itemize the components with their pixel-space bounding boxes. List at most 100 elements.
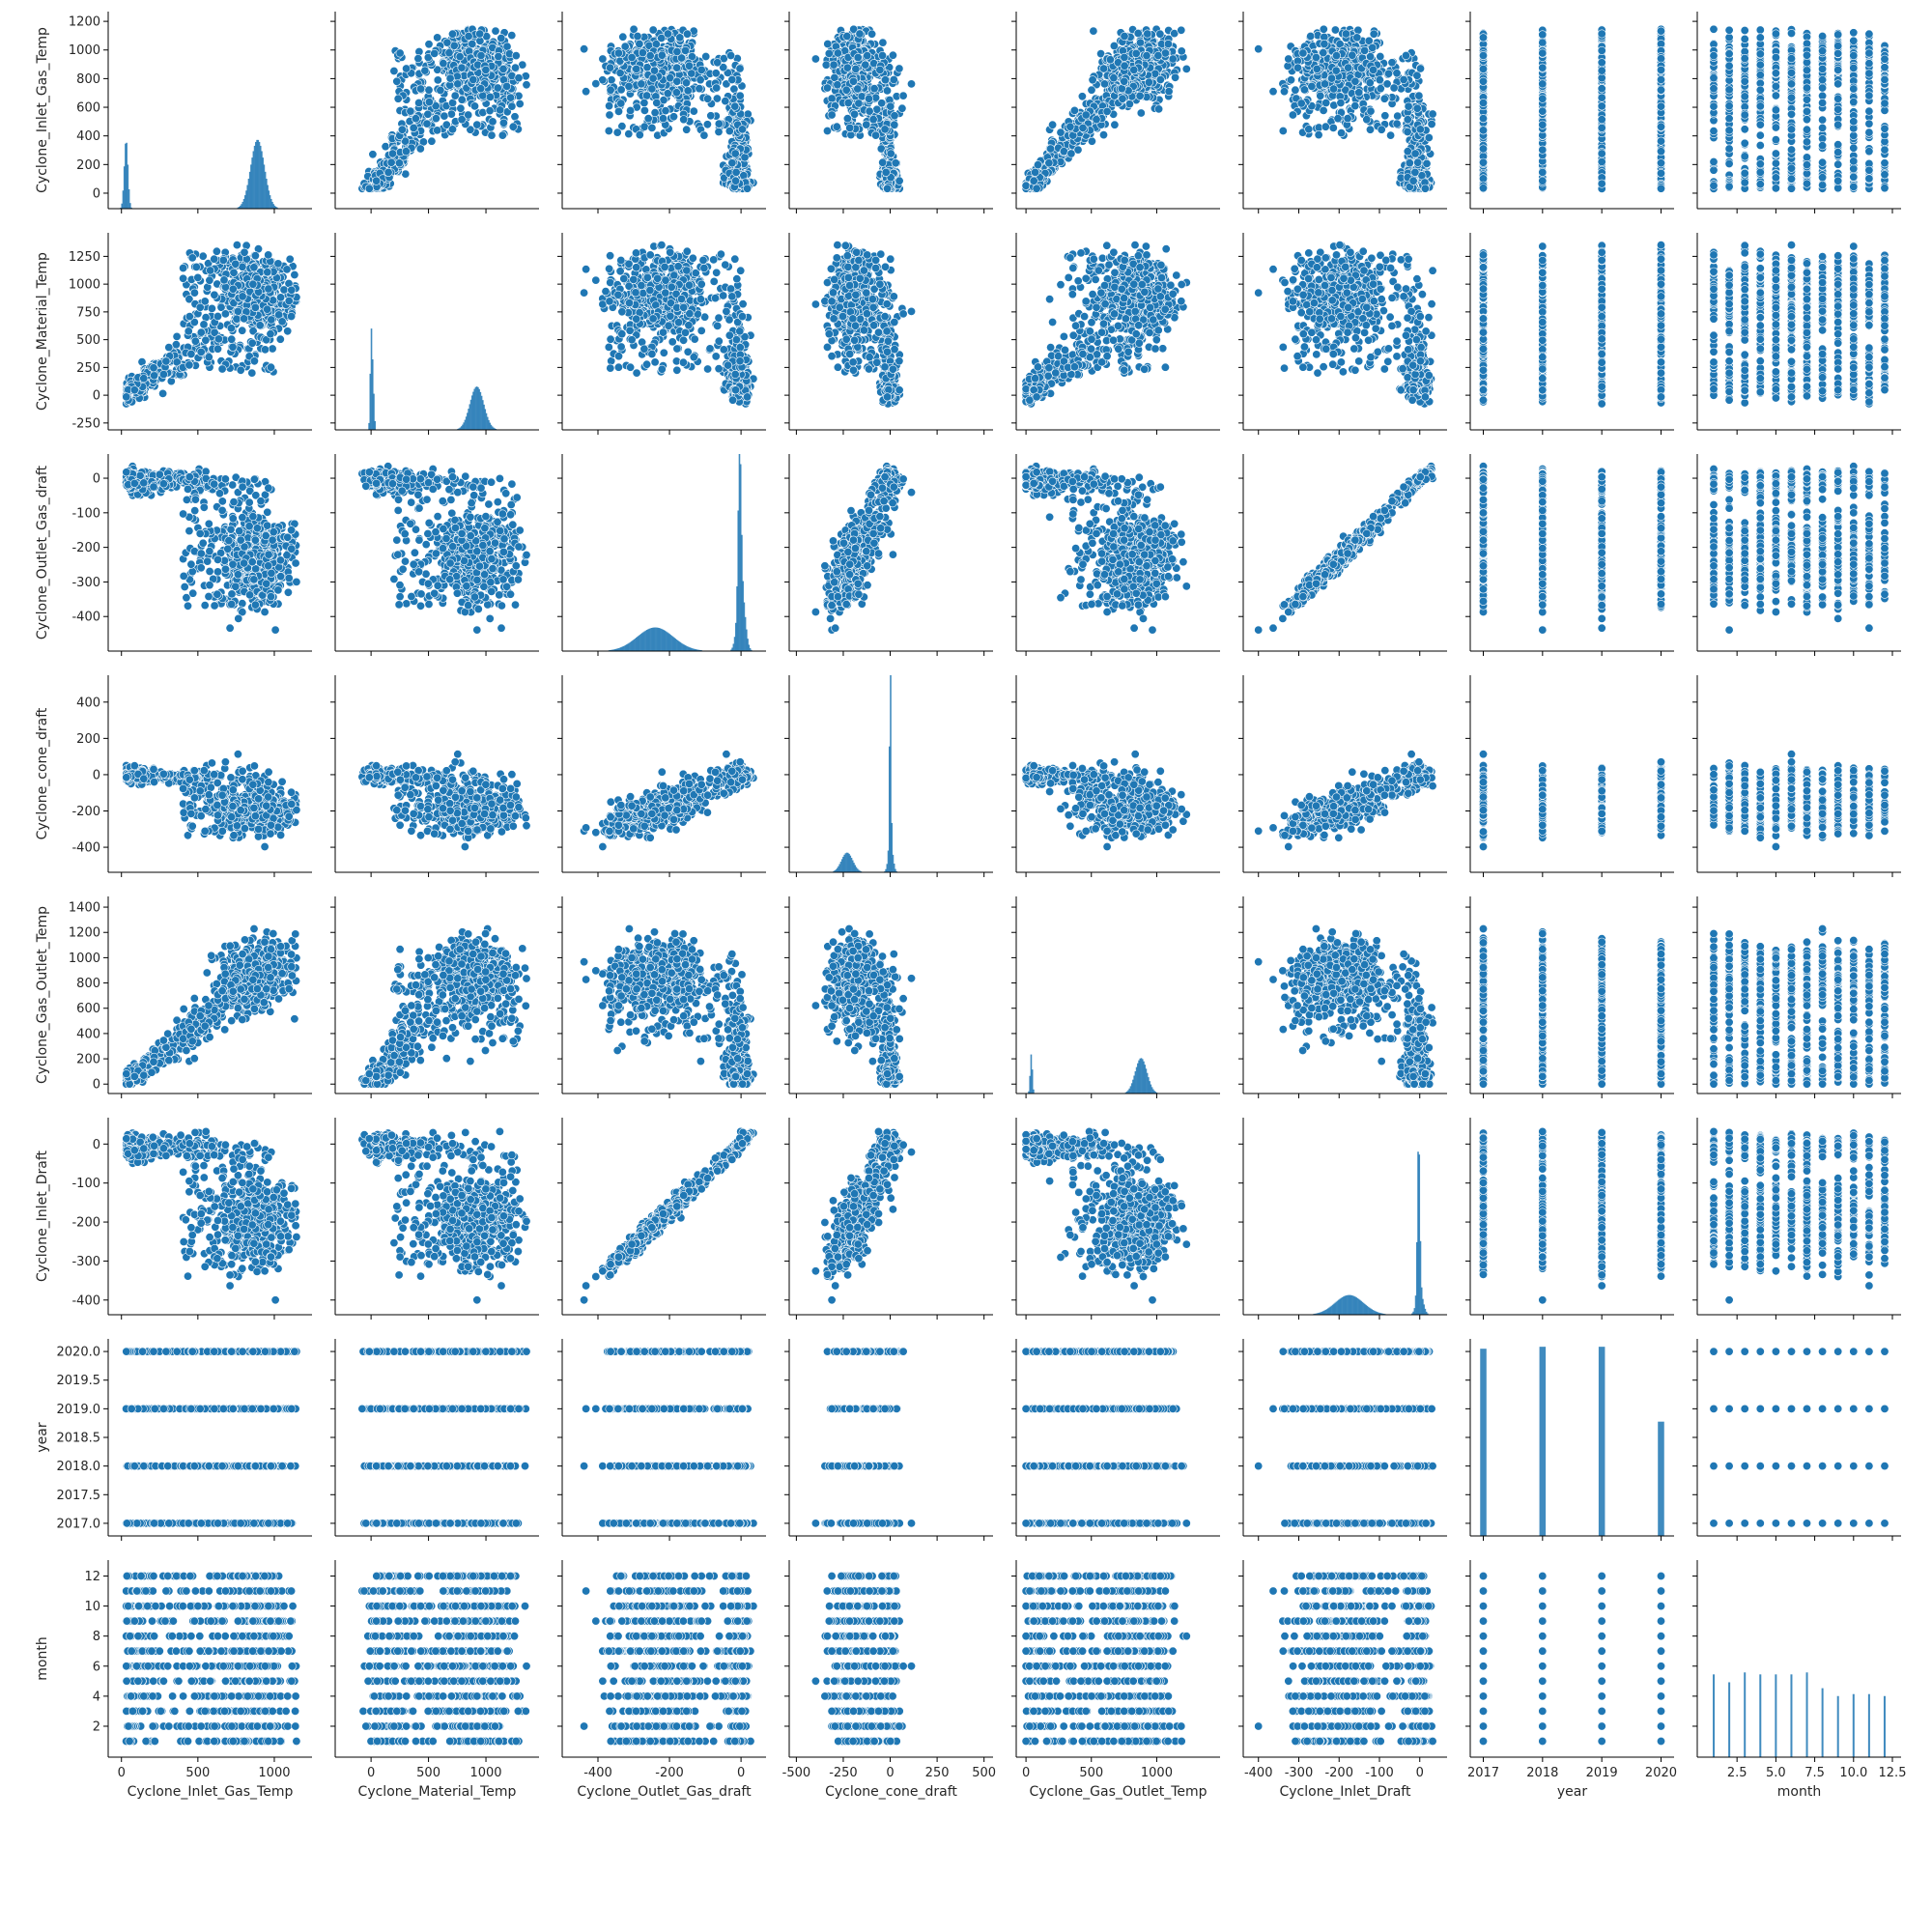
hist-bar (242, 198, 245, 209)
scatter-point (1376, 84, 1385, 94)
scatter-point (684, 61, 694, 71)
scatter-point (591, 79, 601, 89)
scatter-point (1405, 158, 1414, 168)
scatter-point (679, 115, 689, 125)
hist-bar (248, 171, 251, 209)
scatter-point (469, 75, 478, 85)
scatter-point (1280, 87, 1290, 97)
scatter-point (506, 93, 516, 102)
scatter-point (1379, 94, 1389, 103)
scatter-point (450, 91, 460, 100)
scatter-point (624, 81, 634, 91)
y-tick-label: 200 (76, 158, 100, 173)
scatter-point (635, 39, 644, 48)
hist-bar (272, 204, 275, 209)
scatter-point (1332, 51, 1342, 61)
scatter-point (696, 65, 706, 74)
scatter-point (498, 64, 508, 73)
scatter-point (1424, 133, 1434, 143)
panel-marks (1479, 24, 1666, 193)
scatter-point (1153, 50, 1163, 60)
scatter-point (731, 176, 741, 185)
scatter-point (727, 158, 737, 168)
scatter-point (1164, 87, 1174, 97)
scatter-point (522, 80, 531, 90)
scatter-point (372, 176, 382, 185)
scatter-point (494, 51, 503, 61)
hist-bar (261, 151, 263, 209)
scatter-point (389, 67, 399, 76)
scatter-point (433, 126, 442, 135)
scatter-point (687, 69, 696, 78)
hist-bar (257, 139, 260, 209)
scatter-point (883, 184, 893, 193)
scatter-point (445, 73, 455, 83)
scatter-point (439, 59, 448, 69)
scatter-point (368, 150, 378, 159)
panel-Cyclone_Inlet_Gas_Temp-vs-Cyclone_Inlet_Draft (1238, 12, 1447, 213)
scatter-point (672, 76, 682, 86)
hist-bar (263, 164, 266, 209)
scatter-point (511, 51, 521, 61)
hist-bar (123, 166, 126, 209)
hist-bar (259, 145, 262, 209)
scatter-point (1099, 130, 1109, 140)
scatter-point (627, 52, 637, 62)
hist-bar (129, 203, 131, 209)
scatter-point (735, 91, 745, 100)
scatter-point (409, 123, 418, 132)
scatter-point (824, 48, 834, 58)
scatter-point (1288, 110, 1297, 120)
scatter-point (1283, 61, 1293, 71)
scatter-point (430, 48, 440, 58)
scatter-point (476, 50, 486, 60)
scatter-point (681, 78, 691, 88)
scatter-point (657, 33, 667, 43)
scatter-point (1177, 46, 1186, 56)
scatter-point (827, 110, 837, 120)
scatter-point (624, 129, 634, 139)
scatter-point (446, 109, 456, 119)
scatter-point (880, 75, 890, 85)
scatter-point (1129, 65, 1139, 74)
y-tick-label: 1000 (69, 43, 100, 58)
scatter-point (1413, 157, 1423, 167)
scatter-point (1046, 144, 1056, 154)
scatter-point (714, 119, 724, 128)
scatter-point (1092, 115, 1101, 125)
scatter-point (649, 66, 659, 75)
panel-marks (810, 24, 916, 193)
scatter-point (626, 106, 636, 116)
scatter-point (672, 46, 682, 56)
scatter-point (1021, 181, 1031, 190)
scatter-point (891, 158, 900, 168)
scatter-point (861, 60, 870, 70)
scatter-point (468, 39, 477, 48)
scatter-point (397, 125, 407, 134)
scatter-point (440, 111, 449, 121)
scatter-point (731, 167, 741, 177)
scatter-point (695, 84, 704, 94)
scatter-point (447, 29, 457, 39)
scatter-point (898, 91, 908, 100)
scatter-point (1403, 147, 1412, 156)
scatter-point (416, 84, 426, 94)
scatter-point (1321, 99, 1331, 108)
scatter-point (605, 110, 614, 120)
scatter-point (822, 83, 832, 93)
scatter-point (829, 60, 838, 70)
scatter-point (507, 101, 517, 111)
scatter-point (877, 50, 887, 60)
scatter-point (433, 65, 442, 74)
scatter-point (455, 52, 465, 62)
scatter-point (1268, 87, 1278, 97)
scatter-point (1403, 128, 1412, 137)
scatter-point (850, 109, 860, 119)
scatter-point (906, 79, 916, 89)
hist-bar (256, 139, 258, 209)
scatter-point (617, 122, 627, 131)
scatter-point (1110, 120, 1120, 129)
scatter-point (842, 114, 852, 124)
scatter-point (1376, 51, 1385, 61)
